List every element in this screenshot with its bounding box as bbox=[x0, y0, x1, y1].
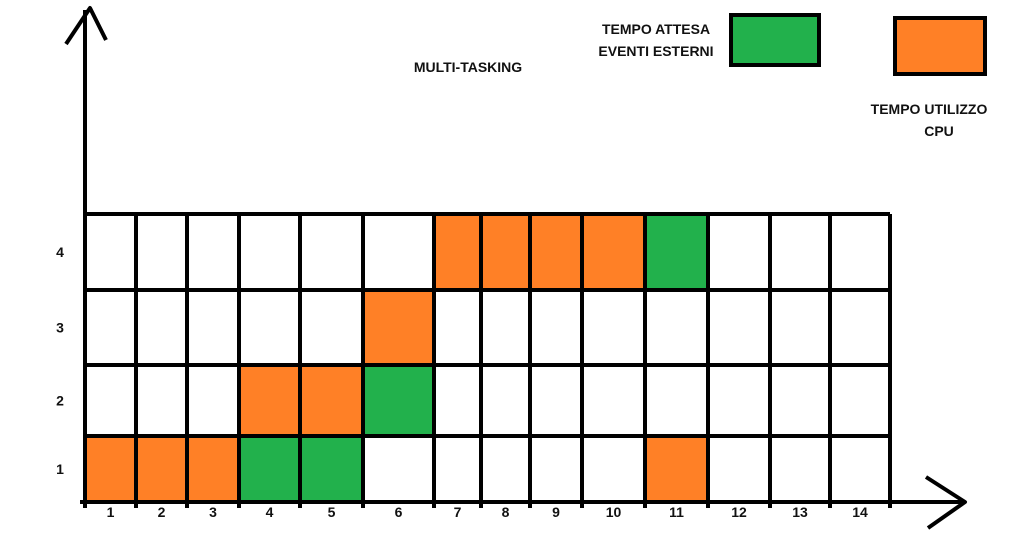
cell-cpu-r4-c7 bbox=[434, 214, 481, 290]
cell-cpu-r2-c4 bbox=[239, 365, 300, 436]
row-label-2: 2 bbox=[56, 393, 64, 409]
legend-cpu-label-line1: TEMPO UTILIZZO bbox=[871, 101, 988, 117]
cells-layer bbox=[85, 214, 708, 502]
cell-cpu-r2-c5 bbox=[300, 365, 363, 436]
column-label-4: 4 bbox=[266, 504, 274, 520]
cell-cpu-r1-c3 bbox=[187, 436, 239, 502]
cell-cpu-r1-c1 bbox=[85, 436, 136, 502]
column-label-14: 14 bbox=[852, 504, 868, 520]
cell-cpu-r1-c2 bbox=[136, 436, 187, 502]
legend-wait: TEMPO ATTESA EVENTI ESTERNI bbox=[598, 13, 821, 67]
cell-cpu-r3-c6 bbox=[363, 290, 434, 365]
column-label-5: 5 bbox=[328, 504, 336, 520]
cell-cpu-r4-c8 bbox=[481, 214, 530, 290]
column-label-2: 2 bbox=[158, 504, 166, 520]
cell-wait-r4-c11 bbox=[645, 214, 708, 290]
column-label-3: 3 bbox=[209, 504, 217, 520]
cell-wait-r1-c4 bbox=[239, 436, 300, 502]
legend-cpu-label-line2: CPU bbox=[924, 123, 954, 139]
x-axis-arrow bbox=[924, 475, 967, 530]
legend-wait-label-line2: EVENTI ESTERNI bbox=[598, 43, 713, 59]
column-label-11: 11 bbox=[669, 504, 684, 520]
column-label-10: 10 bbox=[606, 504, 622, 520]
column-label-7: 7 bbox=[454, 504, 462, 520]
y-axis-arrow bbox=[64, 6, 108, 46]
cell-wait-r1-c5 bbox=[300, 436, 363, 502]
legend-wait-swatch bbox=[729, 13, 821, 67]
column-label-8: 8 bbox=[502, 504, 510, 520]
row-label-4: 4 bbox=[56, 244, 64, 260]
column-label-6: 6 bbox=[395, 504, 403, 520]
row-label-3: 3 bbox=[56, 320, 64, 336]
axes-layer bbox=[64, 6, 967, 530]
row-label-1: 1 bbox=[56, 461, 64, 477]
legend-cpu-swatch bbox=[893, 16, 987, 76]
cell-cpu-r1-c11 bbox=[645, 436, 708, 502]
column-label-12: 12 bbox=[731, 504, 747, 520]
cell-wait-r2-c6 bbox=[363, 365, 434, 436]
cell-cpu-r4-c10 bbox=[582, 214, 645, 290]
legend-wait-label-line1: TEMPO ATTESA bbox=[602, 21, 710, 37]
cell-cpu-r4-c9 bbox=[530, 214, 582, 290]
column-label-13: 13 bbox=[792, 504, 808, 520]
legend-cpu: TEMPO UTILIZZO CPU bbox=[871, 16, 988, 139]
grid-layer bbox=[83, 212, 892, 508]
diagram-title: MULTI-TASKING bbox=[414, 59, 522, 75]
column-label-1: 1 bbox=[107, 504, 115, 520]
column-label-9: 9 bbox=[552, 504, 560, 520]
